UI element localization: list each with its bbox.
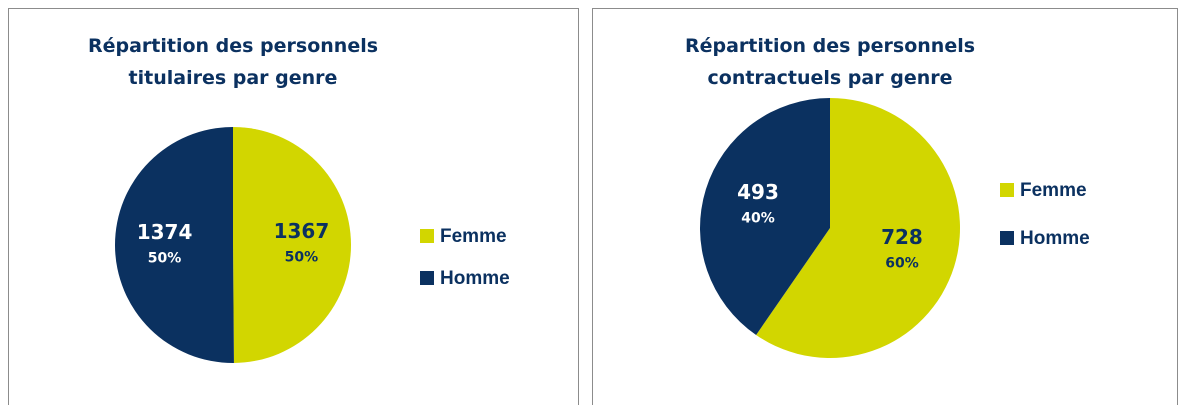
- legend-swatch: [420, 229, 434, 243]
- percentage-label: 50%: [148, 250, 182, 266]
- chart-title: Répartition des personnels titulaires pa…: [87, 35, 379, 89]
- legend-label: Femme: [1020, 180, 1087, 201]
- legend-swatch: [420, 271, 434, 285]
- value-label: 728: [881, 225, 923, 249]
- value-label: 1374: [137, 220, 193, 244]
- panel: [592, 8, 1178, 405]
- panel: [8, 8, 579, 405]
- chart-title: Répartition des personnels contractuels …: [684, 35, 976, 89]
- pie-slice: [115, 126, 234, 364]
- pie-slice: [700, 98, 830, 335]
- legend-swatch: [1000, 231, 1014, 245]
- percentage-label: 40%: [741, 211, 775, 227]
- legend-label: Homme: [440, 268, 510, 289]
- legend-label: Homme: [1020, 228, 1090, 249]
- pie-slice: [233, 127, 352, 363]
- percentage-label: 50%: [285, 250, 319, 266]
- legend-label: Femme: [440, 226, 507, 247]
- percentage-label: 60%: [885, 255, 919, 271]
- legend-swatch: [1000, 183, 1014, 197]
- pie-slice: [756, 98, 960, 358]
- value-label: 1367: [274, 219, 330, 243]
- value-label: 493: [737, 180, 779, 204]
